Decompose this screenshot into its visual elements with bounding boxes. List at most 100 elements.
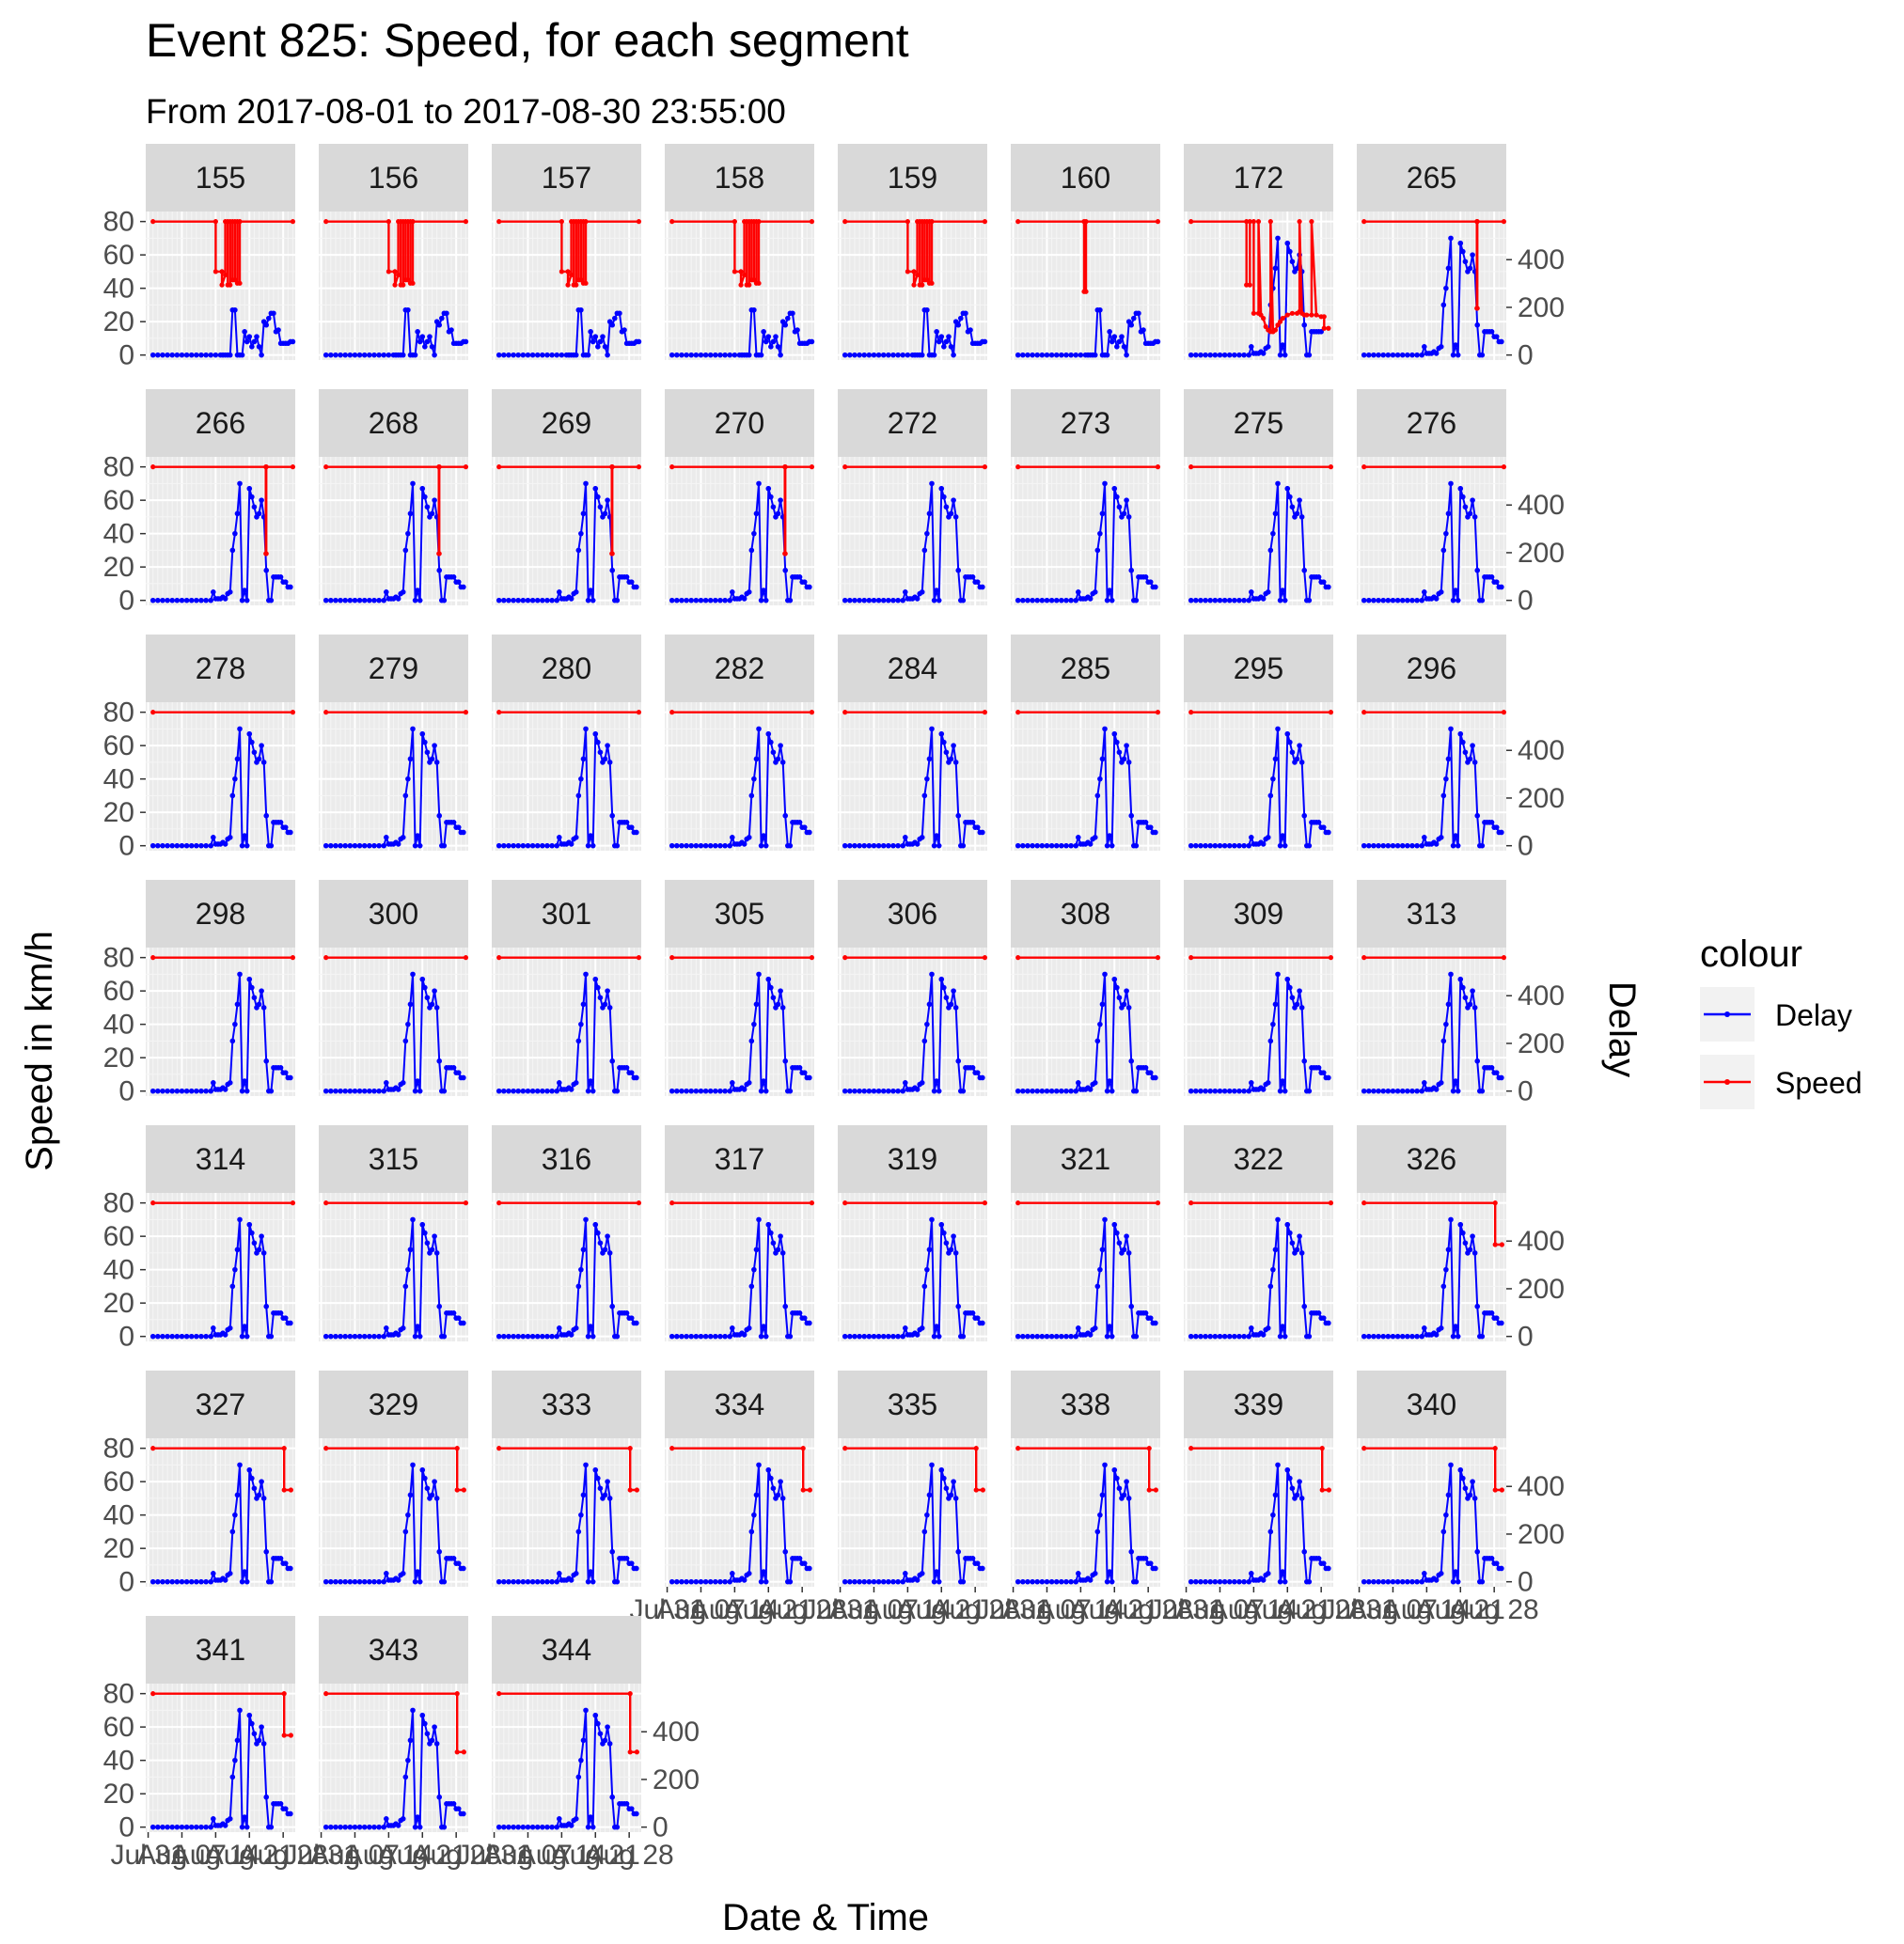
speed-point <box>323 1446 329 1451</box>
delay-point <box>251 749 258 756</box>
delay-point <box>1203 1333 1208 1340</box>
delay-point <box>461 584 466 590</box>
delay-point <box>1104 1088 1110 1094</box>
delay-point <box>1275 235 1281 242</box>
delay-point <box>395 1087 401 1092</box>
delay-point <box>1467 510 1473 517</box>
speed-line <box>325 1447 464 1492</box>
delay-point <box>323 1824 329 1830</box>
x-tick-label: Aug 28 <box>239 1840 328 1871</box>
delay-point <box>1280 588 1285 593</box>
facet-strip-label: 278 <box>196 651 245 685</box>
delay-point <box>936 338 942 345</box>
delay-point <box>1097 1512 1103 1518</box>
delay-point <box>969 1310 976 1316</box>
facet-strip-label: 326 <box>1407 1142 1456 1176</box>
speed-point <box>627 1487 633 1493</box>
delay-point <box>256 1246 262 1253</box>
delay-point <box>588 588 593 593</box>
delay-point <box>1048 597 1055 604</box>
delay-point <box>1361 597 1367 604</box>
speed-point <box>782 551 788 557</box>
delay-point <box>775 1246 781 1253</box>
speed-point <box>636 1200 642 1206</box>
delay-point <box>955 567 962 573</box>
delay-point <box>857 1578 862 1585</box>
delay-point <box>775 756 781 762</box>
delay-point <box>751 1512 757 1518</box>
delay-point <box>1275 480 1281 487</box>
delay-point <box>693 352 700 358</box>
speed-point <box>973 1446 979 1451</box>
delay-point <box>952 1250 959 1256</box>
delay-point <box>890 1333 896 1340</box>
delay-point <box>1440 302 1447 308</box>
delay-point <box>263 812 270 819</box>
delay-point <box>1121 1001 1127 1008</box>
facet-333: 333 <box>492 1371 641 1587</box>
delay-point <box>842 842 848 849</box>
facet-280: 280 <box>492 635 642 851</box>
facet-strip <box>1357 635 1506 702</box>
delay-point <box>866 352 873 358</box>
delay-point <box>1094 1529 1101 1535</box>
y-tick-label: 80 <box>103 1434 134 1465</box>
delay-point <box>1142 1065 1149 1071</box>
delay-point <box>239 352 245 358</box>
delay-point <box>1294 510 1300 517</box>
delay-point <box>229 1774 236 1780</box>
speed-point <box>1499 1487 1504 1493</box>
delay-point <box>847 1333 853 1340</box>
delay-point <box>1467 1246 1473 1253</box>
delay-point <box>234 1737 241 1744</box>
delay-point <box>768 739 774 745</box>
delay-point <box>1470 988 1475 994</box>
delay-point <box>1409 1088 1415 1094</box>
delay-point <box>1455 352 1461 358</box>
delay-point <box>417 597 423 604</box>
delay-point <box>1124 743 1129 748</box>
speed-line <box>152 1692 291 1737</box>
delay-point <box>1445 1001 1452 1008</box>
speed-point <box>1328 464 1334 470</box>
delay-point <box>1320 824 1327 830</box>
delay-point <box>895 1578 901 1585</box>
speed-point <box>463 464 469 470</box>
delay-point <box>1462 504 1469 510</box>
delay-point <box>534 352 541 358</box>
delay-point <box>1073 1578 1079 1585</box>
delay-point <box>1284 485 1291 492</box>
delay-point <box>1267 1038 1274 1044</box>
facet-strip <box>1357 389 1506 457</box>
delay-point <box>1059 1578 1064 1585</box>
speed-point <box>583 219 589 225</box>
speed-point <box>1015 955 1021 961</box>
delay-point <box>352 1088 358 1094</box>
delay-point <box>807 1074 812 1081</box>
delay-point <box>455 1315 462 1321</box>
delay-point <box>746 1079 752 1086</box>
delay-point <box>679 1088 684 1094</box>
x-tick-label: Jul 31 <box>976 1594 1051 1625</box>
delay-point <box>1289 749 1296 756</box>
delay-point <box>585 1088 591 1094</box>
delay-point <box>1121 1246 1127 1253</box>
delay-point <box>1457 485 1464 492</box>
delay-point <box>779 1005 786 1011</box>
delay-point <box>1124 497 1129 503</box>
delay-point <box>415 833 420 839</box>
facet-strip-label: 266 <box>196 406 245 440</box>
delay-point <box>1460 984 1466 991</box>
delay-point <box>782 1548 789 1555</box>
delay-point <box>422 984 428 991</box>
delay-point <box>222 1087 228 1092</box>
delay-point <box>1419 1578 1425 1585</box>
delay-point <box>429 343 435 350</box>
delay-point <box>875 1578 882 1585</box>
delay-point <box>674 1333 680 1340</box>
delay-point <box>807 1565 812 1572</box>
delay-point <box>282 1560 289 1566</box>
delay-point <box>149 352 156 358</box>
delay-point <box>684 1088 689 1094</box>
speed-point <box>842 1200 848 1206</box>
